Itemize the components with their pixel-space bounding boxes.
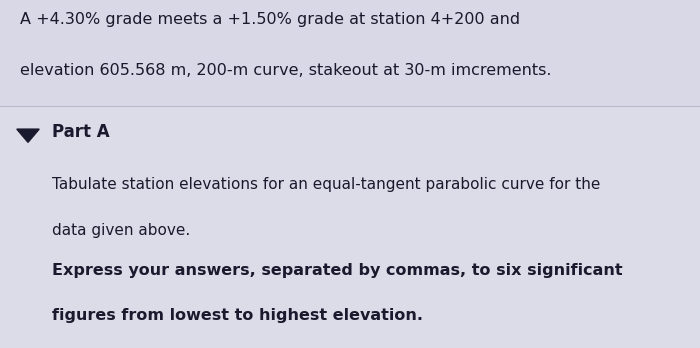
- Text: elevation 605.568 m, 200-m curve, stakeout at 30-m imcrements.: elevation 605.568 m, 200-m curve, stakeo…: [20, 63, 551, 78]
- Text: figures from lowest to highest elevation.: figures from lowest to highest elevation…: [52, 308, 424, 323]
- Text: Part A: Part A: [52, 123, 110, 141]
- Polygon shape: [17, 129, 39, 142]
- Bar: [0, 0, 700, 106]
- Text: A +4.30% grade meets a +1.50% grade at station 4+200 and: A +4.30% grade meets a +1.50% grade at s…: [20, 12, 519, 27]
- Text: Express your answers, separated by commas, to six significant: Express your answers, separated by comma…: [52, 263, 623, 278]
- Text: Tabulate station elevations for an equal-tangent parabolic curve for the: Tabulate station elevations for an equal…: [52, 177, 601, 192]
- Text: data given above.: data given above.: [52, 223, 190, 238]
